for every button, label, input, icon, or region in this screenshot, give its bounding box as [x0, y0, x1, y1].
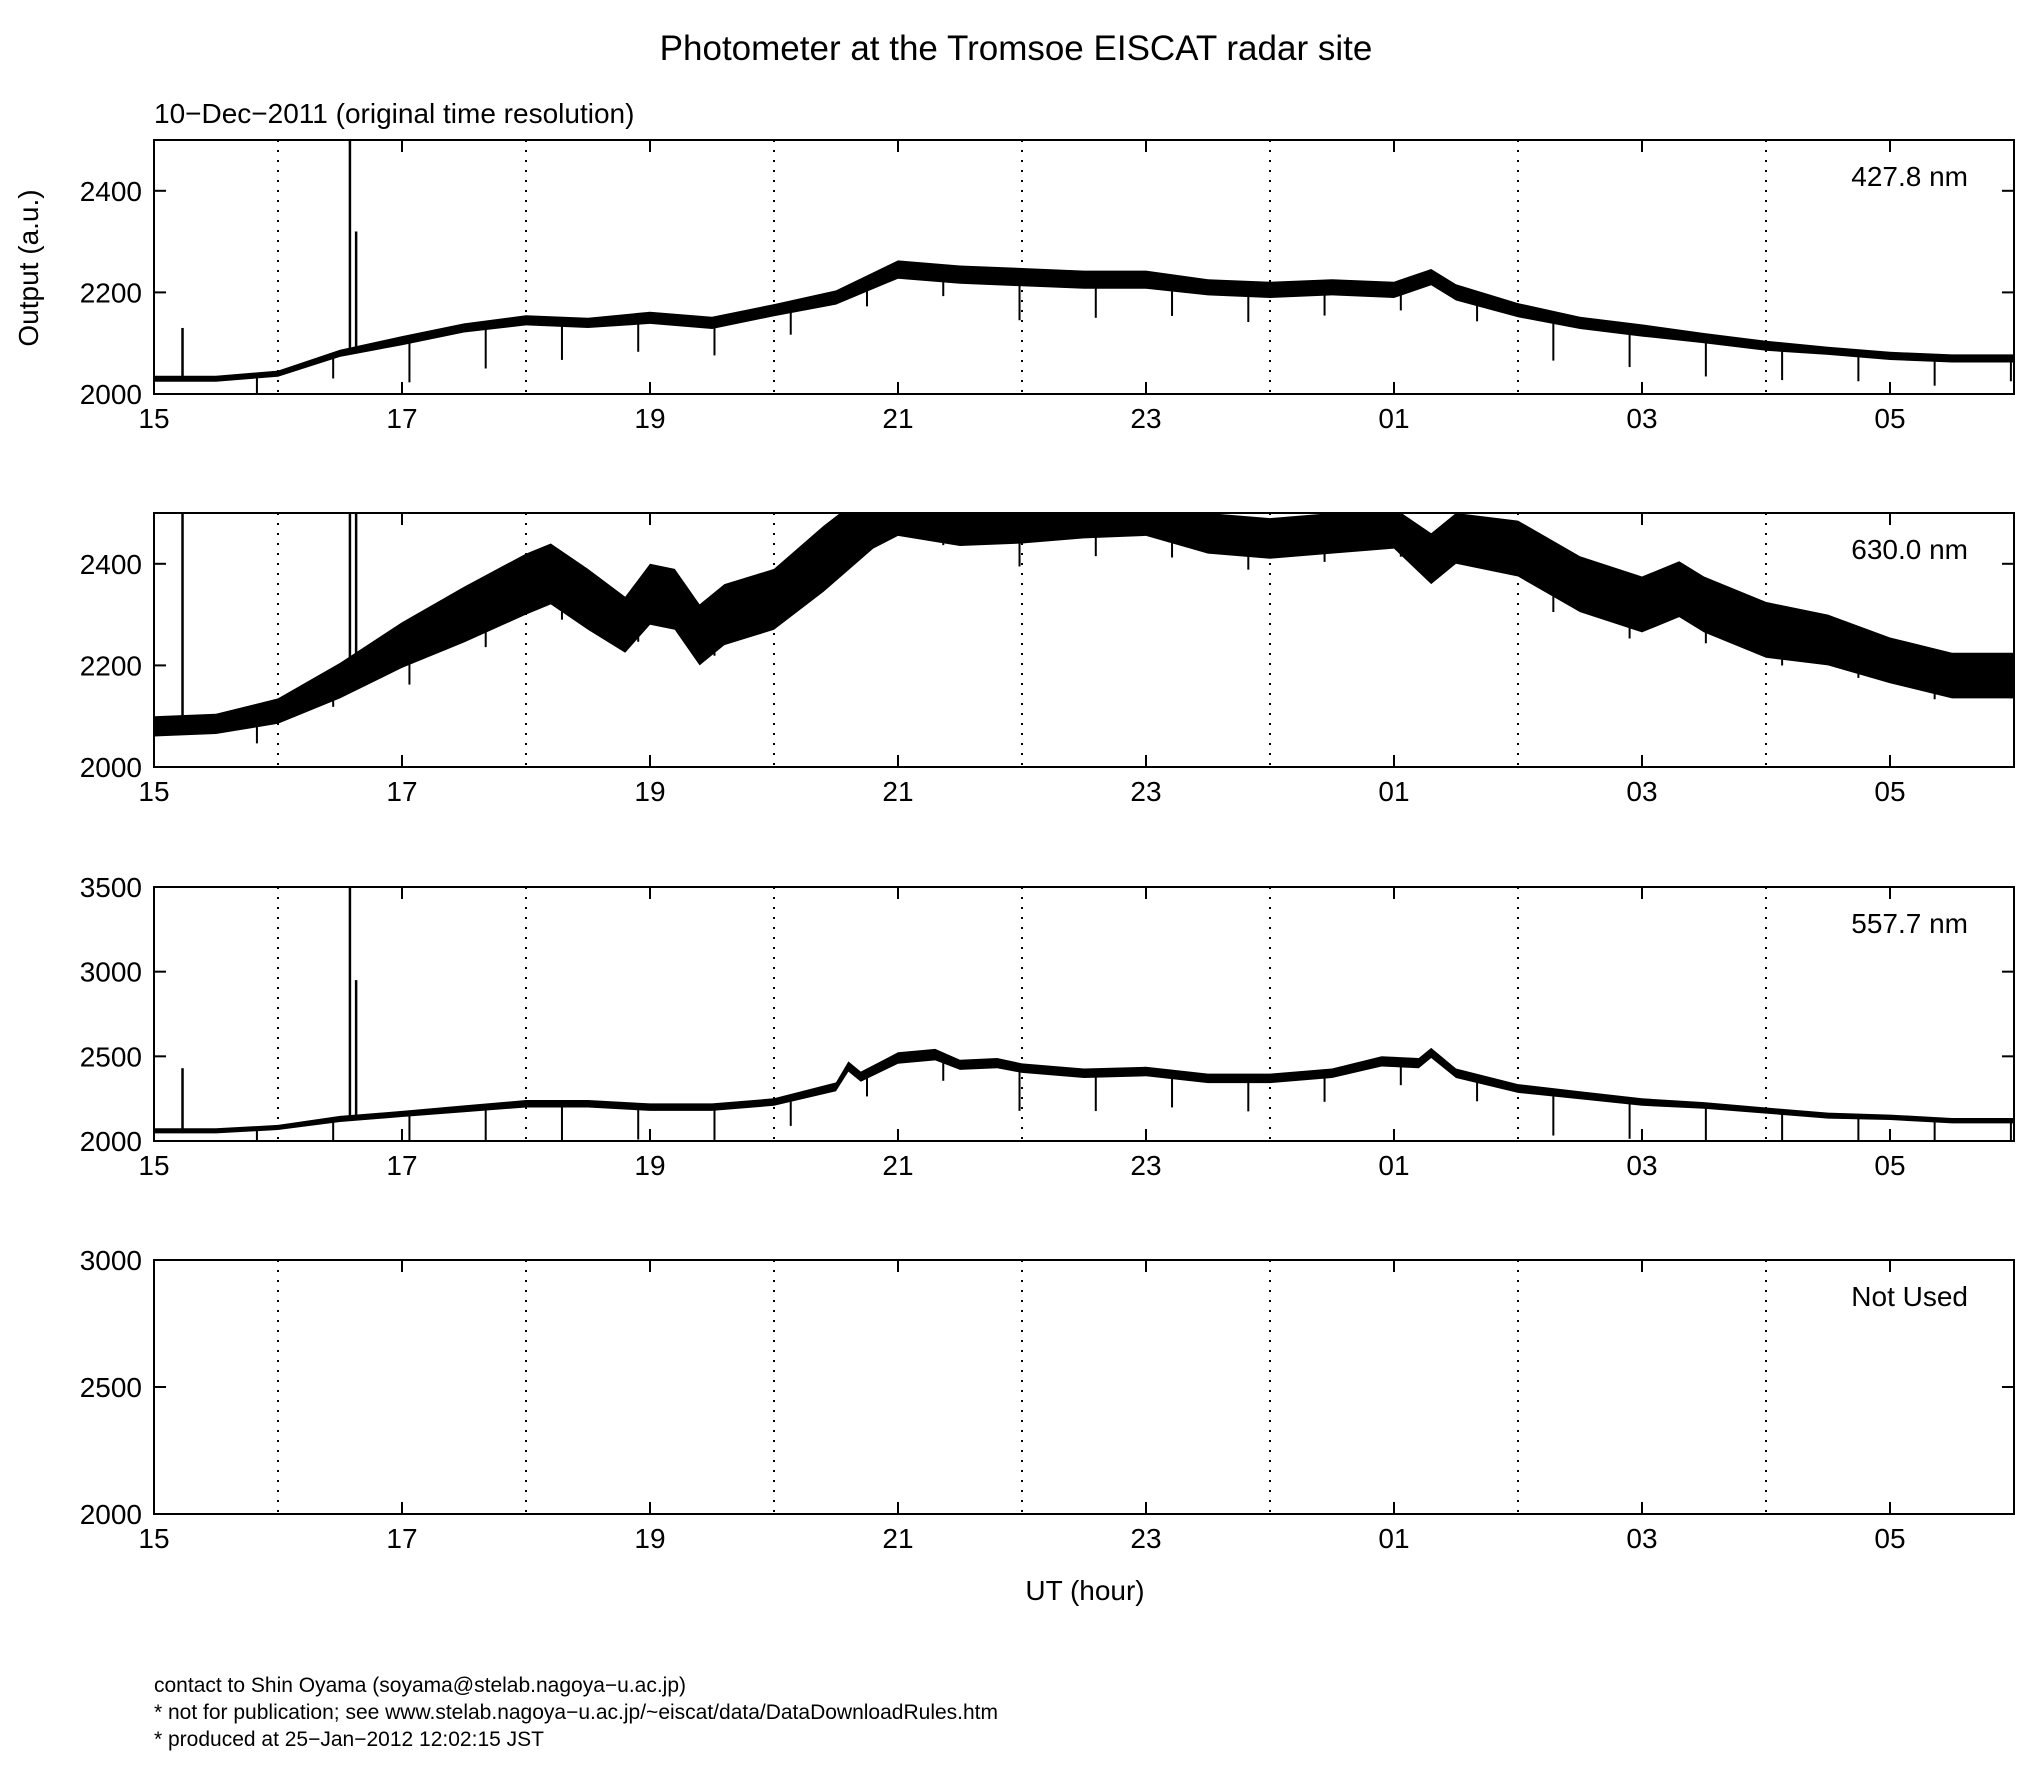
- x-tick-label: 05: [1874, 1150, 1905, 1181]
- channel-label: 427.8 nm: [1851, 161, 1968, 192]
- y-tick-label: 2000: [80, 1126, 142, 1157]
- x-tick-label: 15: [138, 1523, 169, 1554]
- x-tick-label: 15: [138, 776, 169, 807]
- x-tick-label: 21: [882, 1523, 913, 1554]
- x-tick-label: 23: [1130, 776, 1161, 807]
- series-group: [154, 140, 2014, 394]
- series-group: [154, 887, 2014, 1141]
- axes-frame: [153, 1259, 2015, 1515]
- x-tick-label: 23: [1130, 1150, 1161, 1181]
- channel-label: Not Used: [1851, 1281, 1968, 1312]
- x-tick-label: 19: [634, 1523, 665, 1554]
- y-tick-label: 2000: [80, 1499, 142, 1530]
- x-tick-label: 05: [1874, 776, 1905, 807]
- x-tick-label: 01: [1378, 1523, 1409, 1554]
- panels-group: 15 17 19 21 23 01 03 05 2000 2200 2400 427.8 nm 15 17…: [80, 139, 2015, 1554]
- footer-produced: * produced at 25−Jan−2012 12:02:15 JST: [154, 1728, 544, 1751]
- channel-label: 630.0 nm: [1851, 534, 1968, 565]
- y-tick-label: 2000: [80, 379, 142, 410]
- x-tick-label: 19: [634, 403, 665, 434]
- panel-1: 15 17 19 21 23 01 03 05 2000 2200 2400 630.0 nm: [80, 512, 2015, 807]
- panel-0: 15 17 19 21 23 01 03 05 2000 2200 2400 427.8 nm: [80, 139, 2015, 434]
- x-tick-label: 15: [138, 1150, 169, 1181]
- axes-frame: [153, 512, 2015, 768]
- x-tick-label: 17: [386, 403, 417, 434]
- date-label: 10−Dec−2011 (original time resolution): [154, 98, 634, 129]
- series-line: [154, 513, 2014, 728]
- x-axis-label: UT (hour): [1025, 1575, 1144, 1606]
- y-tick-label: 3000: [80, 957, 142, 988]
- footer-contact: contact to Shin Oyama (soyama@stelab.nag…: [154, 1674, 687, 1697]
- axes-frame: [153, 886, 2015, 1142]
- series-band: [154, 1047, 2014, 1134]
- page-title: Photometer at the Tromsoe EISCAT radar s…: [660, 29, 1373, 68]
- y-tick-label: 3000: [80, 1245, 142, 1276]
- y-tick-label: 2500: [80, 1372, 142, 1403]
- x-tick-label: 23: [1130, 403, 1161, 434]
- x-tick-label: 17: [386, 1150, 417, 1181]
- series-line: [154, 267, 2014, 381]
- y-tick-label: 2200: [80, 277, 142, 308]
- x-tick-label: 15: [138, 403, 169, 434]
- x-tick-label: 03: [1626, 1523, 1657, 1554]
- y-axis-label: Output (a.u.): [13, 189, 44, 346]
- x-tick-label: 03: [1626, 776, 1657, 807]
- y-tick-label: 2400: [80, 176, 142, 207]
- y-tick-label: 2000: [80, 752, 142, 783]
- x-tick-label: 01: [1378, 403, 1409, 434]
- x-tick-label: 21: [882, 1150, 913, 1181]
- x-tick-label: 03: [1626, 1150, 1657, 1181]
- x-tick-label: 05: [1874, 1523, 1905, 1554]
- x-tick-label: 23: [1130, 1523, 1161, 1554]
- x-tick-label: 05: [1874, 403, 1905, 434]
- y-tick-label: 3500: [80, 872, 142, 903]
- series-group: [154, 513, 2014, 744]
- y-tick-label: 2200: [80, 650, 142, 681]
- series-line: [154, 1050, 2014, 1133]
- series-band: [154, 513, 2014, 737]
- panel-3: 15 17 19 21 23 01 03 05 2000 2500 3000 Not Used: [80, 1245, 2015, 1554]
- x-tick-label: 17: [386, 1523, 417, 1554]
- panel-2: 15 17 19 21 23 01 03 05 2000 2500 3000 3500 557.7 nm: [80, 872, 2015, 1181]
- footer-notice: * not for publication; see www.stelab.na…: [154, 1701, 998, 1724]
- x-tick-label: 19: [634, 776, 665, 807]
- axes-frame: [153, 139, 2015, 395]
- x-tick-label: 21: [882, 403, 913, 434]
- x-tick-label: 17: [386, 776, 417, 807]
- x-tick-label: 03: [1626, 403, 1657, 434]
- x-tick-label: 21: [882, 776, 913, 807]
- x-tick-label: 01: [1378, 1150, 1409, 1181]
- y-tick-label: 2500: [80, 1041, 142, 1072]
- x-tick-label: 01: [1378, 776, 1409, 807]
- x-tick-label: 19: [634, 1150, 665, 1181]
- footer: contact to Shin Oyama (soyama@stelab.nag…: [154, 1672, 998, 1753]
- y-tick-label: 2400: [80, 549, 142, 580]
- channel-label: 557.7 nm: [1851, 908, 1968, 939]
